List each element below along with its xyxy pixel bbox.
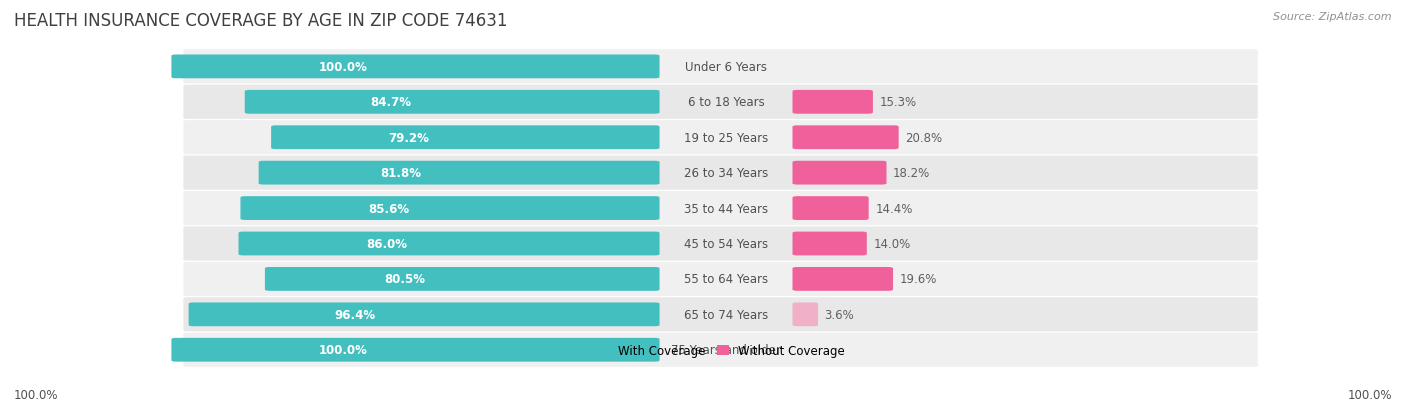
Text: 85.6%: 85.6% [368, 202, 409, 215]
Text: 45 to 54 Years: 45 to 54 Years [683, 237, 768, 250]
FancyBboxPatch shape [172, 55, 659, 79]
Text: 84.7%: 84.7% [371, 96, 412, 109]
FancyBboxPatch shape [183, 192, 1258, 225]
FancyBboxPatch shape [183, 333, 1258, 367]
FancyBboxPatch shape [188, 303, 659, 326]
FancyBboxPatch shape [172, 338, 659, 362]
Text: 19.6%: 19.6% [900, 273, 936, 286]
Text: 100.0%: 100.0% [14, 388, 59, 401]
FancyBboxPatch shape [793, 126, 898, 150]
Text: 55 to 64 Years: 55 to 64 Years [683, 273, 768, 286]
Text: 26 to 34 Years: 26 to 34 Years [683, 167, 768, 180]
FancyBboxPatch shape [793, 267, 893, 291]
Text: 100.0%: 100.0% [319, 61, 368, 74]
FancyBboxPatch shape [183, 156, 1258, 190]
FancyBboxPatch shape [183, 50, 1258, 84]
Text: 80.5%: 80.5% [384, 273, 425, 286]
Text: Source: ZipAtlas.com: Source: ZipAtlas.com [1274, 12, 1392, 22]
Text: 81.8%: 81.8% [380, 167, 420, 180]
Text: 15.3%: 15.3% [879, 96, 917, 109]
Text: 35 to 44 Years: 35 to 44 Years [683, 202, 768, 215]
Text: 20.8%: 20.8% [905, 131, 942, 145]
Text: 19 to 25 Years: 19 to 25 Years [683, 131, 768, 145]
Text: 6 to 18 Years: 6 to 18 Years [688, 96, 765, 109]
Text: 79.2%: 79.2% [388, 131, 429, 145]
Text: 96.4%: 96.4% [335, 308, 375, 321]
FancyBboxPatch shape [793, 197, 869, 221]
FancyBboxPatch shape [793, 232, 868, 256]
FancyBboxPatch shape [183, 227, 1258, 261]
FancyBboxPatch shape [183, 297, 1258, 332]
FancyBboxPatch shape [264, 267, 659, 291]
FancyBboxPatch shape [183, 121, 1258, 155]
Text: 75 Years and older: 75 Years and older [671, 344, 780, 356]
Text: 86.0%: 86.0% [367, 237, 408, 250]
Text: Under 6 Years: Under 6 Years [685, 61, 768, 74]
Text: HEALTH INSURANCE COVERAGE BY AGE IN ZIP CODE 74631: HEALTH INSURANCE COVERAGE BY AGE IN ZIP … [14, 12, 508, 30]
Text: 65 to 74 Years: 65 to 74 Years [683, 308, 768, 321]
FancyBboxPatch shape [793, 161, 887, 185]
Text: 14.4%: 14.4% [875, 202, 912, 215]
FancyBboxPatch shape [271, 126, 659, 150]
FancyBboxPatch shape [793, 91, 873, 114]
Text: 100.0%: 100.0% [1347, 388, 1392, 401]
Text: 100.0%: 100.0% [319, 344, 368, 356]
FancyBboxPatch shape [183, 85, 1258, 120]
Text: 14.0%: 14.0% [873, 237, 911, 250]
FancyBboxPatch shape [240, 197, 659, 221]
FancyBboxPatch shape [259, 161, 659, 185]
Text: 18.2%: 18.2% [893, 167, 931, 180]
FancyBboxPatch shape [245, 91, 659, 114]
FancyBboxPatch shape [239, 232, 659, 256]
Text: 3.6%: 3.6% [824, 308, 855, 321]
FancyBboxPatch shape [793, 303, 818, 326]
FancyBboxPatch shape [183, 262, 1258, 296]
Legend: With Coverage, Without Coverage: With Coverage, Without Coverage [592, 339, 849, 362]
